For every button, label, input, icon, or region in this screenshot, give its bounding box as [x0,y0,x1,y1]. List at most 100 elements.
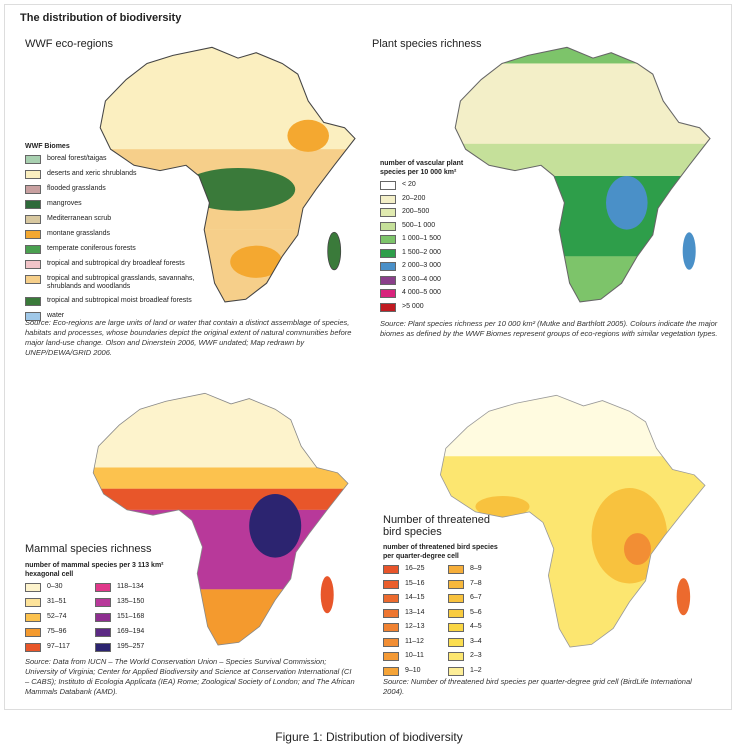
legend-label: 1 000–1 500 [402,235,441,242]
legend-item: Mediterranean scrub [25,215,205,224]
legend-swatch [95,613,111,622]
legend-swatch [25,643,41,652]
legend-label: tropical and subtropical dry broadleaf f… [47,260,185,267]
legend-item: 0–30 [25,583,85,592]
legend-swatch [383,637,399,647]
legend-label: temperate coniferous forests [47,245,136,252]
panel-title: Plant species richness [372,38,482,50]
legend-label: 75–96 [47,628,67,635]
legend-label: boreal forest/taigas [47,155,107,162]
legend-swatch [448,637,464,647]
legend-swatch [448,608,464,618]
legend-item: 52–74 [25,613,85,622]
legend-label: tropical and subtropical grasslands, sav… [47,275,195,290]
legend-label: 7–8 [470,579,482,587]
legend-item: 1–2 [448,666,503,676]
legend-label: 4 000–5 000 [402,289,441,296]
legend-item: 5–6 [448,608,503,618]
legend-label: 16–25 [405,565,425,572]
legend-item: 151–168 [95,613,165,622]
legend-items: boreal forest/taigas deserts and xeric sh… [25,155,205,321]
legend-label: 500–1 000 [402,221,436,229]
legend-item: 14–15 [383,594,438,603]
legend-item: tropical and subtropical dry broadleaf f… [25,260,205,269]
legend-swatch [380,221,396,231]
legend-item: 169–194 [95,628,165,637]
source-note: Source: Plant species richness per 10 00… [380,319,718,338]
legend-swatch [383,623,399,632]
legend: number of vascular plant species per 10 … [380,159,490,312]
figure-frame [4,4,732,710]
legend-label: flooded grasslands [47,185,106,192]
legend-swatch [95,598,111,607]
legend-label: 118–134 [117,583,144,590]
legend-label: 52–74 [47,613,67,620]
legend-item: tropical and subtropical grasslands, sav… [25,275,205,291]
legend-title: WWF Biomes [25,143,70,150]
legend-item: 20–200 [380,194,490,204]
legend-item: mangroves [25,200,205,209]
legend-swatch [25,583,41,592]
legend-title: number of vascular plant species per 10 … [380,160,464,176]
legend-label: 135–150 [117,598,145,605]
legend-item: deserts and xeric shrublands [25,170,205,179]
legend-swatch [25,200,41,209]
legend-swatch [95,628,111,637]
legend-swatch [25,275,41,284]
legend-label: 10–11 [405,652,424,659]
legend-item: boreal forest/taigas [25,155,205,164]
legend-item: 2–3 [448,652,503,661]
legend-label: 1–2 [470,666,482,674]
source-note: Source: Number of threatened bird specie… [383,677,692,696]
legend-swatch [448,652,464,661]
legend-label: 5–6 [470,608,482,616]
legend-label: 200–500 [402,208,430,215]
legend-label: 8–9 [470,565,482,572]
legend-label: 13–14 [405,608,425,616]
legend-swatch [380,208,396,217]
legend-label: tropical and subtropical moist broadleaf… [47,297,192,304]
legend-swatch [25,155,41,164]
legend-swatch [380,289,396,298]
legend-swatch [383,608,399,618]
legend-item: 1 500–2 000 [380,248,490,258]
legend-item: 12–13 [383,623,438,632]
legend-swatch [25,628,41,637]
legend-item: 2 000–3 000 [380,262,490,271]
legend-label: 1 500–2 000 [402,248,441,256]
legend-label: 31–51 [47,598,67,605]
legend-swatch [380,302,396,312]
panel-title: Mammal species richness [25,543,152,555]
legend-item: 8–9 [448,565,503,574]
legend-item: 11–12 [383,637,438,647]
legend: number of threatened bird species per qu… [383,543,503,676]
legend-label: 9–10 [405,666,421,674]
legend-item: 4 000–5 000 [380,289,490,298]
legend-item: 97–117 [25,643,85,652]
legend-swatch [383,579,399,589]
legend-swatch [383,666,399,676]
legend-label: 2 000–3 000 [402,262,441,269]
legend-swatch [448,623,464,632]
panel-title: Number of threatened bird species [383,514,491,538]
legend-swatch [448,666,464,676]
legend-items: < 20 20–200 200–500 500–1 000 1 000–1 500 1 5… [380,181,490,312]
legend-label: 0–30 [47,583,63,590]
legend-items: 16–25 15–16 14–15 13–14 12–13 11–12 10–11 9–10 8… [383,565,503,676]
legend-item: 200–500 [380,208,490,217]
legend-item: >5 000 [380,302,490,312]
legend: number of mammal species per 3 113 km² h… [25,561,165,652]
legend-swatch [25,170,41,179]
legend-item: 1 000–1 500 [380,235,490,244]
legend-swatch [95,583,111,592]
legend-swatch [380,262,396,271]
legend-swatch [448,565,464,574]
legend-item: flooded grasslands [25,185,205,194]
legend-swatch [25,297,41,306]
legend-item: water [25,312,205,321]
legend-label: deserts and xeric shrublands [47,170,137,177]
legend-label: 14–15 [405,594,425,601]
legend-label: 2–3 [470,652,482,659]
legend-item: 135–150 [95,598,165,607]
panel-title: WWF eco-regions [25,38,114,50]
